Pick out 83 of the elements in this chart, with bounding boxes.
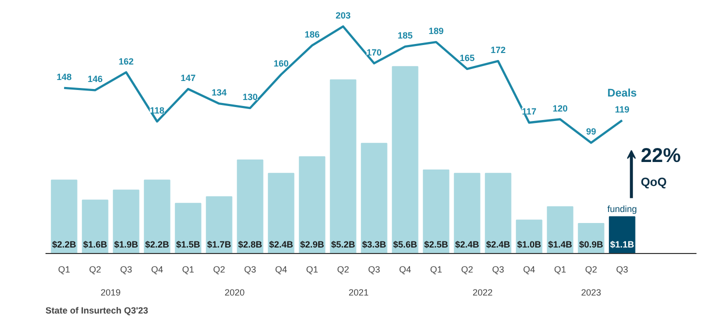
data-label: 172 [490, 45, 506, 56]
data-label: $2.8B [238, 240, 263, 250]
data-label: 170 [366, 47, 382, 58]
bar [546, 206, 574, 254]
data-label: 130 [242, 92, 258, 102]
bar [330, 79, 356, 254]
x-tick-label: Q2 [337, 264, 350, 274]
data-label: $2.4B [455, 240, 480, 250]
bar [422, 170, 450, 254]
data-label: 134 [212, 88, 227, 98]
bar [206, 196, 232, 254]
x-tick-label: Q4 [399, 264, 412, 274]
x-tick-label: Q1 [430, 264, 442, 274]
bar [360, 142, 388, 254]
x-tick-label: Q3 [244, 264, 256, 274]
text: 2023 [581, 288, 602, 298]
text: 2021 [348, 288, 369, 298]
text: 2019 [100, 288, 121, 298]
text: 2020 [224, 288, 245, 298]
data-label: 119 [614, 104, 630, 114]
bar [392, 66, 418, 254]
x-tick-label: Q2 [461, 264, 474, 274]
x-tick-label: Q3 [492, 264, 504, 274]
data-label: $1.4B [548, 240, 573, 250]
data-label: 165 [460, 52, 475, 63]
data-label: $5.6B [393, 240, 418, 250]
bar [236, 160, 264, 254]
text: QoQ [640, 175, 667, 190]
data-label: $1.6B [83, 240, 108, 250]
text: State of Insurtech Q3'23 [46, 306, 148, 316]
data-label: $1.9B [114, 240, 139, 250]
data-label: 203 [336, 10, 351, 20]
data-label: 120 [552, 103, 568, 114]
x-tick-label: Q2 [213, 264, 226, 274]
x-tick-label: Q4 [275, 264, 288, 274]
bar [112, 190, 140, 254]
bar [174, 202, 202, 254]
data-label: 162 [118, 56, 134, 66]
bar [82, 200, 108, 254]
x-tick-label: Q1 [306, 264, 318, 274]
data-label: $5.2B [331, 240, 356, 250]
bar [298, 156, 326, 254]
data-label: $2.2B [145, 240, 170, 250]
data-label: 117 [522, 106, 536, 117]
text: Deals [607, 87, 637, 100]
data-label: 146 [88, 74, 103, 84]
text: 22% [640, 145, 681, 168]
data-label: 99 [586, 126, 596, 137]
data-label: $1.7B [207, 240, 232, 250]
bar [454, 172, 480, 254]
x-tick-label: Q3 [368, 264, 380, 274]
data-label: $1.1B [610, 240, 635, 250]
x-tick-label: Q4 [523, 264, 536, 274]
bar [50, 180, 78, 254]
data-label: 185 [398, 30, 413, 41]
x-tick-label: Q1 [554, 264, 566, 274]
bar [268, 172, 294, 254]
data-label: $1.0B [517, 240, 542, 250]
data-label: $2.9B [300, 240, 325, 250]
data-label: 118 [150, 105, 164, 116]
data-label: 160 [274, 58, 289, 69]
x-tick-label: Q1 [182, 264, 194, 274]
x-tick-label: Q1 [58, 264, 70, 274]
data-label: 147 [180, 73, 196, 84]
data-label: $2.4B [486, 240, 511, 250]
data-label: $2.4B [269, 240, 294, 250]
data-label: $2.2B [52, 240, 77, 250]
data-label: 189 [428, 26, 444, 36]
data-label: $2.5B [424, 240, 449, 250]
data-label: $1.5B [176, 240, 201, 250]
x-tick-label: Q2 [89, 264, 102, 274]
bar [144, 180, 170, 254]
data-label: $0.9B [579, 240, 604, 250]
series-label: funding [607, 204, 637, 214]
bar [484, 172, 512, 254]
x-tick-label: Q2 [585, 264, 598, 274]
x-tick-label: Q4 [151, 264, 164, 274]
x-tick-label: Q3 [120, 264, 132, 274]
data-label: 186 [304, 29, 320, 40]
x-tick-label: Q3 [616, 264, 628, 274]
data-label: $3.3B [362, 240, 387, 250]
text: 2022 [472, 288, 493, 298]
data-label: 148 [56, 72, 72, 82]
